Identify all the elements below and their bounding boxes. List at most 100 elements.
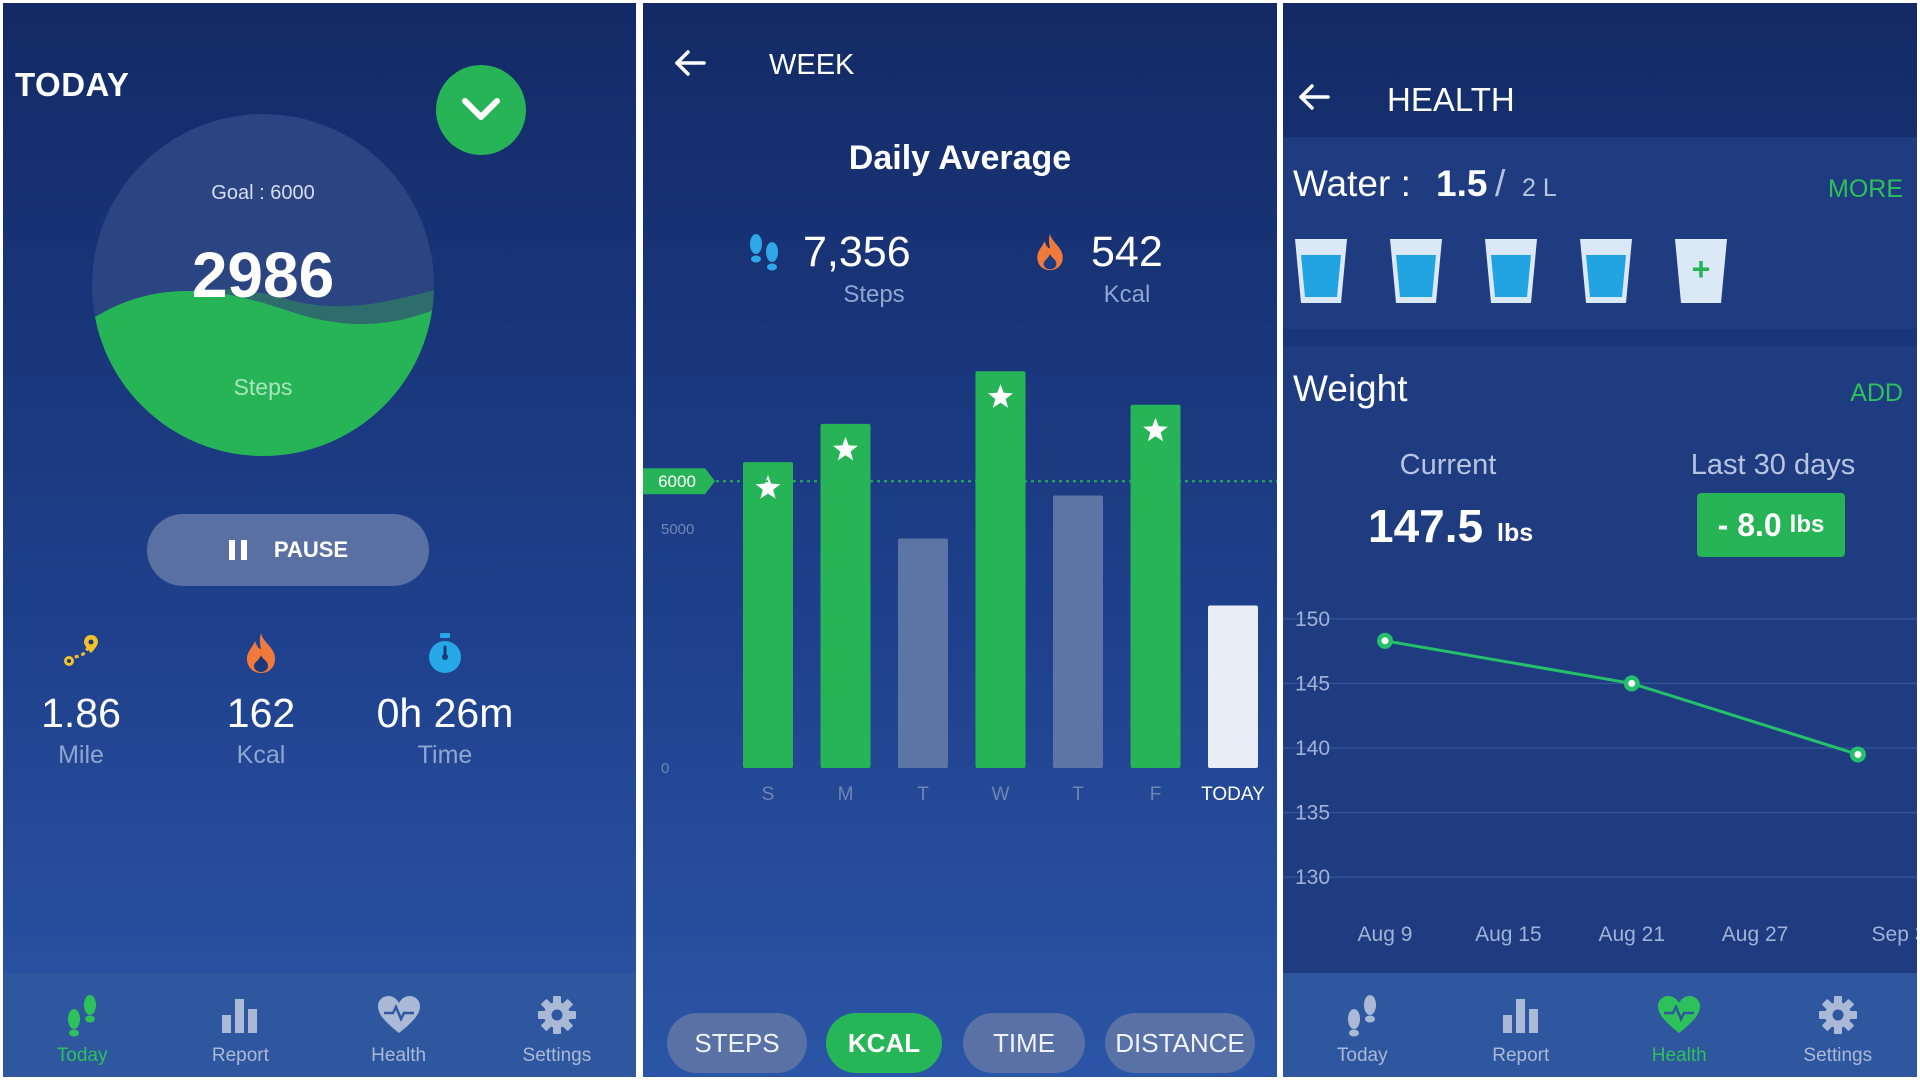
weight-change-unit: lbs: [1789, 511, 1825, 538]
water-more-link[interactable]: MORE: [1828, 175, 1903, 203]
bar-chart-icon: [216, 991, 264, 1039]
calories-value: 162: [226, 690, 296, 736]
arrow-left-icon: [1299, 84, 1330, 110]
data-point-center: [1381, 637, 1389, 645]
goal-star-icon: [755, 475, 781, 499]
route-icon: [3, 628, 186, 678]
weekly-bar-chart: 1000050000SMTWTFTODAY6000: [643, 371, 1277, 805]
footsteps-icon: [58, 991, 106, 1039]
week-screen: WEEK Daily Average 7,356 Steps 542 Kcal …: [643, 3, 1277, 1077]
x-tick-label: TODAY: [1201, 784, 1265, 805]
add-water-glass[interactable]: [1671, 235, 1731, 307]
tab-distance[interactable]: DISTANCE: [1105, 1013, 1255, 1073]
time-unit: Time: [417, 741, 473, 769]
water-glass-full[interactable]: [1386, 235, 1446, 307]
footsteps-icon: [1338, 991, 1386, 1039]
x-tick-label: T: [1072, 784, 1084, 805]
heart-icon: [1655, 991, 1703, 1039]
water-glass-full[interactable]: [1481, 235, 1541, 307]
chevron-down-icon: [462, 98, 500, 120]
time-value: 0h 26m: [376, 690, 514, 736]
nav-today[interactable]: Today: [3, 973, 161, 1077]
y-tick-label: 145: [1295, 672, 1330, 695]
nav-label: Health: [1651, 1045, 1707, 1066]
tab-kcal[interactable]: KCAL: [826, 1013, 942, 1073]
nav-label: Health: [371, 1045, 427, 1066]
nav-health[interactable]: Health: [1600, 973, 1759, 1077]
y-tick-label: 130: [1295, 866, 1330, 889]
arrow-left-icon: [675, 50, 706, 76]
y-tick-label: 140: [1295, 737, 1330, 760]
footsteps-icon: [746, 230, 782, 277]
nav-label: Settings: [1803, 1045, 1873, 1066]
weight-add-link[interactable]: ADD: [1850, 379, 1903, 407]
stopwatch-icon: [340, 628, 550, 678]
nav-label: Today: [56, 1045, 108, 1066]
weight-change-badge: - 8.0 lbs: [1697, 493, 1845, 557]
calories-unit: Kcal: [236, 741, 286, 769]
goal-star-icon: [1143, 417, 1168, 442]
bar: [975, 371, 1026, 768]
tab-time[interactable]: TIME: [963, 1013, 1085, 1073]
bar: [820, 423, 871, 768]
pause-icon: [228, 540, 247, 560]
x-tick-label: Aug 27: [1722, 923, 1789, 946]
back-button[interactable]: [1297, 83, 1331, 116]
goal-star-icon: [988, 384, 1013, 408]
fire-icon: [156, 628, 366, 678]
data-point-center: [1628, 679, 1636, 687]
current-label: Current: [1399, 449, 1497, 481]
water-glass-full[interactable]: [1291, 235, 1351, 307]
nav-report[interactable]: Report: [161, 973, 319, 1077]
water-value: 1.5: [1436, 163, 1488, 204]
x-tick-label: M: [838, 784, 854, 805]
steps-progress-circle: Goal : 6000 2986 Steps: [92, 114, 434, 456]
goal-marker-label: 6000: [658, 472, 696, 491]
weight-label: Weight: [1293, 368, 1408, 409]
x-tick-label: Aug 15: [1475, 923, 1542, 946]
nav-label: Report: [211, 1045, 269, 1066]
x-tick-label: T: [917, 784, 929, 805]
x-tick-label: Sep 3: [1872, 923, 1917, 946]
nav-label: Report: [1492, 1045, 1550, 1066]
y-tick-label: 0: [661, 760, 669, 777]
x-tick-label: Aug 21: [1598, 923, 1665, 946]
distance-value: 1.86: [41, 690, 121, 736]
nav-settings[interactable]: Settings: [478, 973, 636, 1077]
nav-today[interactable]: Today: [1283, 973, 1442, 1077]
nav-health[interactable]: Health: [320, 973, 478, 1077]
water-goal: 2 L: [1522, 174, 1557, 202]
nav-settings[interactable]: Settings: [1759, 973, 1918, 1077]
nav-label: Settings: [522, 1045, 592, 1066]
gear-icon: [1814, 991, 1862, 1039]
bar: [1053, 495, 1103, 768]
heart-icon: [375, 991, 423, 1039]
bottom-nav: Today Report Health Settings: [1283, 973, 1917, 1077]
complete-button[interactable]: [436, 65, 526, 155]
distance-stat: 1.86 Mile: [3, 628, 186, 770]
water-separator: /: [1495, 163, 1506, 204]
add-water-plus[interactable]: +: [1691, 251, 1711, 287]
time-stat: 0h 26m Time: [340, 628, 550, 770]
pause-label: PAUSE: [273, 537, 349, 562]
water-label: Water :: [1293, 163, 1411, 204]
y-tick-label: 135: [1295, 802, 1330, 825]
x-tick-label: W: [992, 784, 1010, 805]
pause-button[interactable]: PAUSE: [147, 514, 429, 586]
bar: [1208, 605, 1258, 768]
weight-card: [1283, 346, 1917, 977]
daily-average-heading: Daily Average: [848, 139, 1072, 177]
avg-steps-label: Steps: [843, 281, 905, 308]
nav-report[interactable]: Report: [1442, 973, 1601, 1077]
distance-unit: Mile: [58, 741, 104, 769]
screen-title: WEEK: [769, 49, 855, 81]
gear-icon: [533, 991, 581, 1039]
back-button[interactable]: [673, 49, 707, 82]
avg-steps-value: 7,356: [803, 228, 911, 276]
water-glass-full[interactable]: [1576, 235, 1636, 307]
x-tick-label: S: [762, 784, 775, 805]
weight-line: [1384, 639, 1859, 756]
y-tick-label: 5000: [661, 521, 694, 538]
bar: [898, 538, 948, 768]
tab-steps[interactable]: STEPS: [667, 1013, 807, 1073]
